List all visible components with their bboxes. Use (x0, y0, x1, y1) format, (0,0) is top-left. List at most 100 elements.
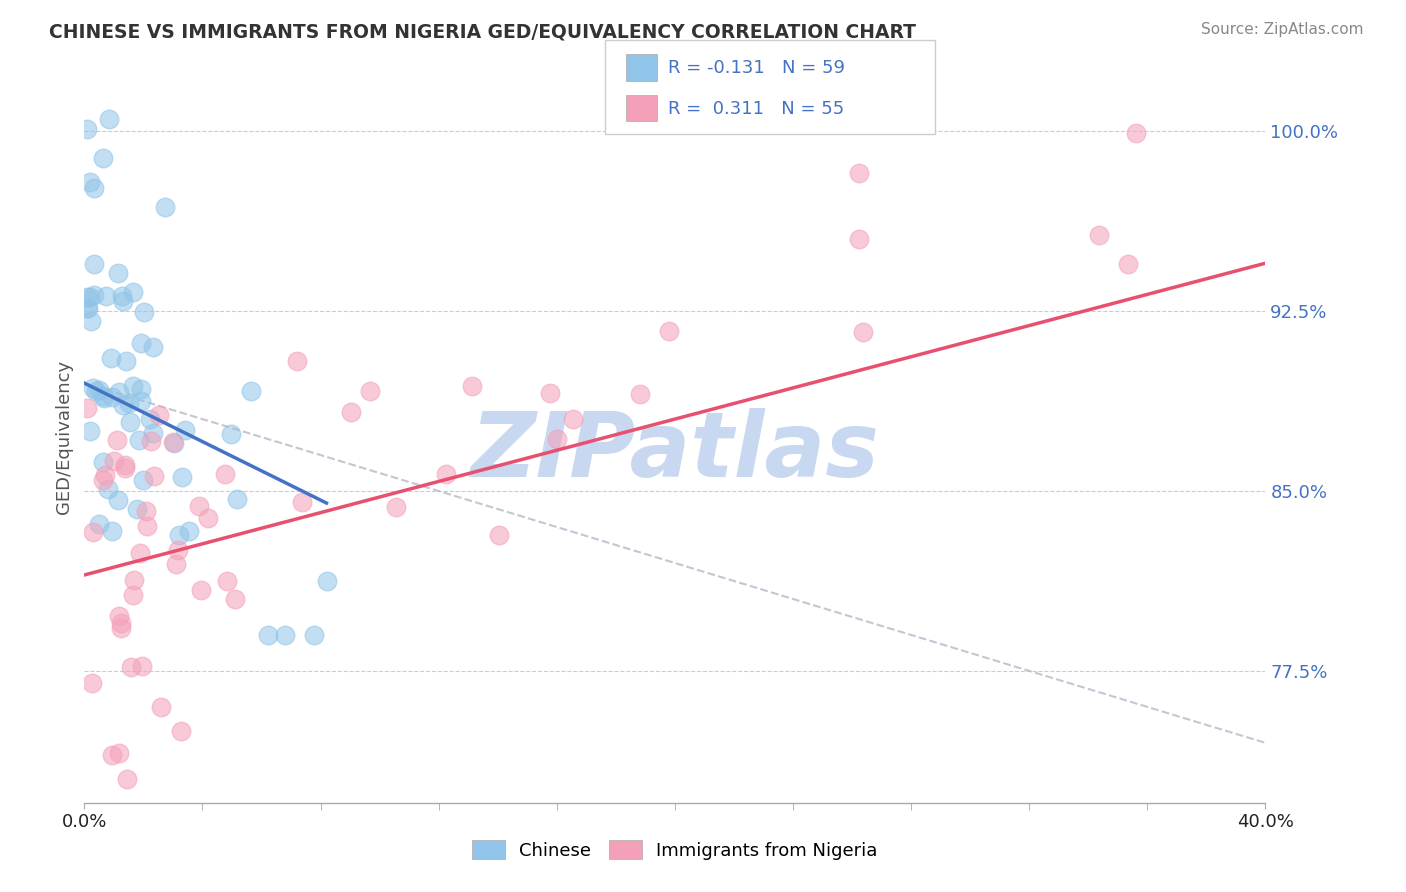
Point (105, 434, 128, 448)
Point (110, 615, 132, 630)
Point (82, 380, 104, 394)
Point (76, 401, 98, 415)
Point (79, 175, 101, 189)
Point (117, 772, 139, 786)
Point (214, 467, 236, 482)
Point (197, 510, 219, 524)
Point (436, 467, 458, 482)
Point (162, 434, 184, 449)
Point (848, 232, 870, 246)
Point (134, 304, 156, 318)
Point (148, 409, 170, 423)
Point (142, 469, 165, 483)
Point (114, 460, 136, 475)
Point (83, 257, 105, 271)
Point (80, 314, 103, 328)
Point (114, 458, 136, 473)
Point (108, 608, 131, 623)
Legend: Chinese, Immigrants from Nigeria: Chinese, Immigrants from Nigeria (465, 833, 884, 867)
Text: Source: ZipAtlas.com: Source: ZipAtlas.com (1201, 22, 1364, 37)
Point (170, 723, 193, 738)
Text: R =  0.311   N = 55: R = 0.311 N = 55 (668, 100, 844, 118)
Point (121, 588, 143, 602)
Point (91, 455, 114, 469)
Text: R = -0.131   N = 59: R = -0.131 N = 59 (668, 59, 845, 78)
Point (166, 543, 188, 558)
Point (91, 389, 114, 403)
Point (83, 181, 105, 195)
Point (76, 121, 98, 136)
Point (91, 473, 114, 487)
Point (139, 434, 162, 448)
Point (107, 266, 129, 280)
Point (107, 493, 129, 508)
Point (174, 423, 197, 437)
Point (122, 573, 145, 587)
Point (91, 151, 114, 165)
Point (100, 351, 122, 366)
Point (340, 405, 363, 419)
Point (561, 412, 583, 426)
Point (852, 326, 875, 340)
Point (142, 425, 165, 440)
Point (385, 500, 408, 515)
Point (274, 628, 297, 642)
Point (136, 519, 159, 533)
Point (79, 425, 101, 439)
Point (257, 628, 280, 642)
Point (103, 454, 125, 468)
Point (217, 574, 239, 588)
Point (110, 289, 132, 303)
Point (120, 659, 142, 673)
Point (240, 384, 263, 399)
Point (118, 415, 141, 429)
Point (118, 396, 141, 410)
Point (101, 524, 124, 538)
Point (97, 112, 120, 127)
Point (89, 383, 111, 397)
Point (107, 384, 129, 399)
Point (1125, 127, 1147, 141)
Point (177, 524, 200, 538)
Point (1087, 227, 1109, 242)
Point (165, 557, 187, 571)
Point (224, 591, 246, 606)
Point (100, 747, 122, 762)
Point (82, 524, 104, 539)
Point (77, 301, 100, 315)
Point (128, 433, 150, 447)
Point (97, 482, 120, 496)
Point (488, 527, 510, 541)
Point (129, 382, 152, 396)
Point (101, 390, 124, 404)
Point (848, 166, 870, 180)
Point (167, 528, 190, 542)
Point (122, 285, 145, 300)
Point (1116, 257, 1139, 271)
Point (132, 474, 155, 488)
Point (135, 504, 157, 518)
Point (139, 412, 162, 426)
Point (129, 394, 152, 409)
Point (221, 427, 243, 442)
Point (114, 354, 136, 368)
Point (94, 289, 117, 303)
Point (94, 467, 117, 482)
Point (302, 628, 325, 642)
Point (112, 293, 135, 308)
Point (125, 501, 148, 516)
Point (110, 621, 132, 635)
Point (460, 379, 482, 393)
Point (285, 354, 308, 368)
Point (108, 746, 131, 760)
Point (93, 391, 115, 405)
Point (190, 582, 212, 597)
Point (316, 574, 339, 589)
Point (84, 384, 107, 398)
Text: CHINESE VS IMMIGRANTS FROM NIGERIA GED/EQUIVALENCY CORRELATION CHART: CHINESE VS IMMIGRANTS FROM NIGERIA GED/E… (49, 22, 917, 41)
Point (658, 325, 681, 339)
Point (538, 386, 561, 401)
Point (291, 494, 314, 508)
Point (111, 398, 134, 412)
Point (546, 432, 568, 446)
